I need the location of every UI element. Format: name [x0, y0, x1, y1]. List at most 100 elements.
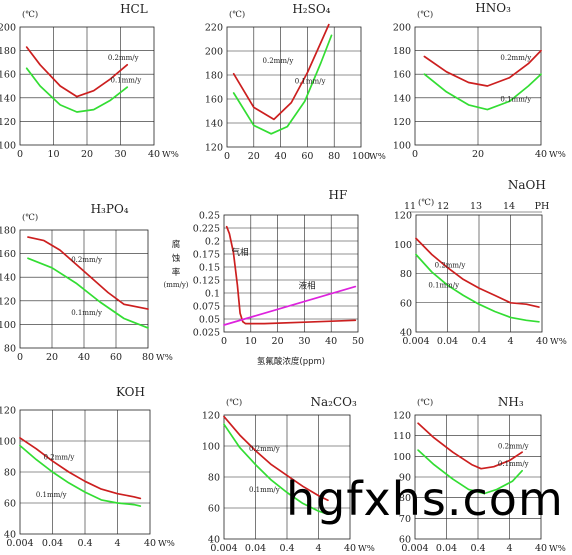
series-label: 0.2mm/y: [44, 454, 75, 462]
series-line-1: [27, 257, 149, 329]
chart-6: 0.004 0.04 0.4 4 40120100806040W%KOH0.2mm/y0…: [0, 385, 175, 549]
x-axis-label: W%: [162, 150, 179, 160]
chart-2: 0 20 40 200 180 160 140 120 100 W% (℃) HNO₃ 0.2mm/y 0…: [393, 1, 566, 160]
x-tick-label: 40: [536, 336, 548, 347]
x-tick-label: 0.4: [471, 336, 486, 347]
x-tick-label: 80: [328, 151, 340, 162]
y-tick-label: 220: [205, 23, 223, 34]
series-line-1: [223, 285, 357, 326]
y-tick-label: 120: [0, 406, 16, 417]
y-tick-label: 140: [0, 273, 16, 284]
x-axis-label: 氢氟酸浓度(ppm): [257, 356, 325, 367]
y-tick-label: 120: [205, 143, 223, 154]
x-tick-label: 40: [325, 336, 337, 347]
x-tick-label: 4: [506, 543, 512, 551]
chart-0: 0 10 20 30 40 200 180 160 140 120 100 W% (℃) HCL 0.2mm…: [0, 2, 179, 160]
x-axis-label: W%: [549, 544, 566, 551]
y-tick-label: 200: [205, 47, 223, 58]
x-tick-label: 0: [17, 352, 23, 363]
y-tick-label: 0.125: [193, 276, 220, 287]
series-label: 0.2mm/y: [498, 442, 529, 450]
series-line-0: [223, 415, 329, 502]
y-tick-label: 120: [0, 296, 16, 307]
x-tick-label: 0.04: [245, 543, 266, 551]
chart-title: NaOH: [508, 178, 546, 192]
y-tick-label: 0.05: [199, 315, 220, 326]
series-line-1: [423, 73, 542, 111]
series-label: 0.2mm/y: [249, 445, 280, 453]
ph-tick-label: PH: [535, 201, 550, 212]
ph-tick-label: 12: [437, 201, 449, 212]
chart-title: NH₃: [498, 395, 524, 409]
x-tick-label: 30: [298, 336, 310, 347]
x-tick-label: 40: [275, 151, 287, 162]
x-tick-label: 0.4: [77, 538, 92, 549]
series-line-0: [25, 46, 129, 98]
x-tick-label: 0.4: [470, 543, 485, 551]
y-axis-label-char: 蚀: [172, 253, 181, 264]
series-label: 气相: [232, 247, 249, 258]
y-tick-label: 100: [0, 320, 16, 331]
y-tick-label: 40: [4, 530, 16, 541]
series-label: 0.1mm/y: [110, 76, 141, 84]
y-tick-label: 180: [0, 46, 16, 57]
series-line-1: [232, 34, 333, 135]
y-tick-label: 120: [0, 117, 16, 128]
y-tick-label: 140: [0, 93, 16, 104]
series-label: 0.1mm/y: [500, 95, 531, 103]
y-tick-label: 40: [208, 535, 220, 546]
x-tick-label: 4: [507, 336, 513, 347]
y-tick-label: 60: [4, 499, 16, 510]
x-tick-label: 20: [248, 151, 260, 162]
y-axis-label-char: 腐: [172, 239, 181, 250]
x-tick-label: 10: [47, 149, 59, 160]
y-tick-label: 0.225: [193, 224, 220, 235]
x-tick-label: 40: [148, 149, 160, 160]
y-tick-label: 0.025: [193, 328, 220, 339]
x-tick-label: 40: [78, 352, 90, 363]
series-line-0: [27, 236, 149, 310]
series-line-0: [415, 237, 540, 308]
x-tick-label: 40: [535, 543, 547, 551]
y-tick-label: 100: [393, 452, 411, 463]
x-tick-label: 0: [17, 149, 23, 160]
chart-title: HCL: [120, 2, 148, 16]
plot-frame: [226, 26, 362, 148]
x-tick-label: 20: [46, 352, 58, 363]
series-line-1: [417, 449, 523, 495]
x-axis-label: W%: [156, 353, 173, 363]
x-tick-label: 0.04: [437, 336, 458, 347]
y-tick-label: 180: [205, 71, 223, 82]
chart-8: 0.004 0.04 0.4 4 40 120 110 100 90 80 70 60 W% (℃) NH₃…: [393, 395, 566, 554]
y-tick-label: 0.1: [205, 289, 220, 300]
series-line-0: [225, 225, 357, 325]
y-tick-label: 80: [4, 344, 16, 355]
series-line-1: [415, 253, 540, 323]
x-tick-label: 10: [245, 336, 257, 347]
y-tick-label: 100: [202, 442, 220, 453]
series-label: 0.1mm/y: [428, 282, 459, 290]
y-tick-label: 80: [400, 269, 412, 280]
x-tick-label: 40: [344, 543, 356, 551]
y-tick-label: 140: [393, 93, 411, 104]
y-axis-label-char: 率: [172, 267, 181, 278]
y-tick-label: 200: [0, 23, 16, 34]
y-tick-label: 160: [0, 249, 16, 260]
series-line-0: [417, 422, 523, 470]
series-line-0: [19, 437, 142, 500]
chart-1: 0 20 40 60 80 100 220 200 180 160 140 120 W% (℃) H₂SO₄…: [205, 2, 386, 162]
x-tick-label: 4: [114, 538, 120, 549]
y-tick-label: 140: [205, 119, 223, 130]
x-tick-label: 0.004: [6, 538, 33, 549]
y-tick-label: 70: [399, 514, 411, 525]
chart-title: H₂SO₄: [292, 2, 330, 16]
y-tick-label: 80: [208, 473, 220, 484]
watermark-text: hgfxhs.com: [286, 472, 564, 526]
y-tick-label: 120: [393, 117, 411, 128]
x-tick-label: 20: [472, 149, 484, 160]
x-tick-label: 0: [412, 149, 418, 160]
x-tick-label: 30: [114, 149, 126, 160]
x-tick-label: 0: [224, 151, 230, 162]
